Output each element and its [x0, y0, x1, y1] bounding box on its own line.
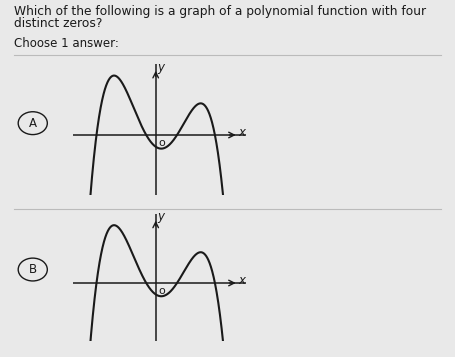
Text: y: y: [157, 210, 164, 223]
Text: x: x: [238, 126, 246, 139]
Text: B: B: [29, 263, 37, 276]
Text: Choose 1 answer:: Choose 1 answer:: [14, 37, 118, 50]
Text: o: o: [158, 286, 165, 296]
Text: A: A: [29, 117, 37, 130]
Text: y: y: [157, 61, 164, 74]
Text: distinct zeros?: distinct zeros?: [14, 17, 102, 30]
Text: o: o: [158, 139, 165, 149]
Text: x: x: [238, 274, 246, 287]
Text: Which of the following is a graph of a polynomial function with four: Which of the following is a graph of a p…: [14, 5, 426, 18]
